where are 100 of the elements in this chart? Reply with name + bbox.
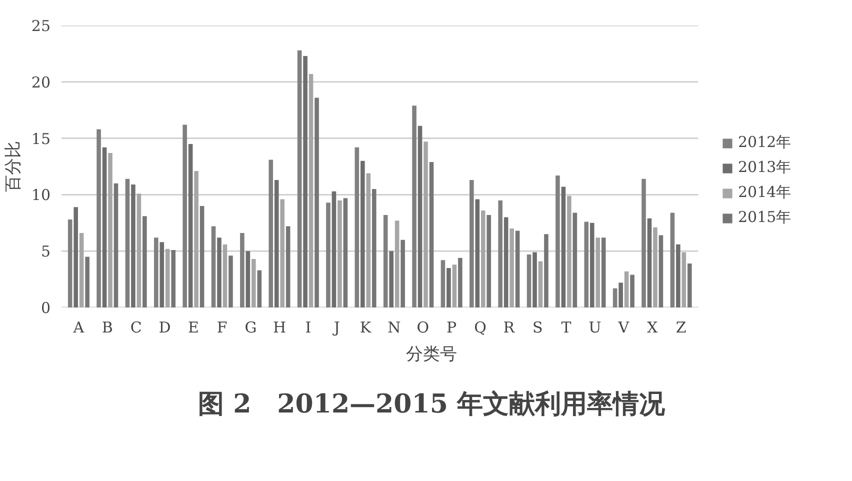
bar	[630, 274, 634, 308]
x-tick-label: J	[332, 318, 340, 336]
legend-label: 2014年	[738, 183, 792, 202]
bar	[418, 126, 422, 308]
bar	[360, 160, 365, 308]
bar	[475, 199, 480, 308]
bar	[136, 194, 142, 308]
bar	[131, 184, 136, 308]
bar	[68, 220, 72, 308]
bar	[326, 202, 330, 308]
bar	[308, 74, 314, 308]
bar	[601, 238, 606, 308]
x-tick-label: I	[305, 318, 312, 336]
bar	[280, 199, 285, 308]
bar	[114, 183, 118, 308]
bar	[642, 178, 646, 308]
bar	[584, 222, 589, 308]
bar	[394, 220, 400, 308]
bar	[561, 186, 566, 308]
bar	[257, 270, 262, 308]
x-tick-label: A	[72, 318, 84, 336]
bar	[647, 218, 652, 308]
bar	[658, 235, 664, 308]
bar	[498, 200, 502, 308]
bar	[504, 217, 508, 308]
bar	[74, 207, 78, 308]
bar	[383, 215, 388, 308]
x-tick-label: B	[102, 318, 113, 336]
bar	[429, 162, 434, 308]
x-tick-label: Q	[474, 318, 486, 336]
bar	[188, 144, 193, 308]
x-tick-label: G	[244, 318, 257, 336]
bar	[332, 191, 336, 308]
x-tick-label: X	[647, 318, 658, 336]
bar	[653, 227, 658, 308]
y-tick-label: 0	[40, 299, 51, 317]
bar	[412, 106, 416, 308]
bar	[515, 230, 520, 308]
x-tick-label: N	[388, 318, 401, 336]
x-tick-label: E	[188, 318, 199, 336]
x-tick-label: V	[617, 318, 630, 336]
x-tick-label: H	[272, 318, 286, 336]
bar	[268, 160, 274, 308]
bar	[544, 234, 548, 308]
bar	[154, 238, 158, 308]
bar	[389, 251, 394, 308]
y-axis-title: 百分比	[3, 141, 24, 192]
bar	[200, 206, 204, 308]
bar	[440, 260, 446, 308]
bar	[567, 196, 572, 308]
bar	[618, 282, 623, 308]
bar	[590, 222, 594, 308]
bar	[96, 129, 101, 308]
bar	[85, 256, 90, 308]
x-tick-label: F	[216, 318, 228, 336]
bar	[452, 264, 457, 308]
bar	[286, 226, 290, 308]
bar	[526, 254, 532, 308]
bar	[222, 244, 228, 308]
y-tick-label: 25	[31, 17, 51, 35]
bar	[194, 171, 198, 308]
bar	[510, 228, 514, 308]
bar	[480, 210, 486, 308]
x-tick-label: C	[130, 318, 142, 336]
bar	[572, 212, 578, 308]
bar	[165, 248, 170, 308]
bar	[182, 124, 187, 308]
y-tick-label: 10	[31, 186, 51, 204]
bar	[670, 212, 675, 308]
bar	[354, 147, 360, 308]
bar	[211, 226, 216, 308]
bar	[240, 233, 244, 308]
legend-label: 2015年	[738, 208, 792, 227]
bar	[676, 244, 680, 308]
bar	[246, 251, 250, 308]
bar	[624, 271, 629, 308]
bar	[297, 50, 302, 308]
x-tick-label: T	[561, 318, 572, 336]
bar	[142, 216, 147, 308]
bar	[102, 147, 107, 308]
bar	[486, 215, 492, 308]
bar	[338, 200, 342, 308]
bar	[612, 288, 618, 308]
x-tick-label: O	[416, 318, 430, 336]
bar	[217, 238, 222, 308]
y-tick-label: 20	[31, 73, 51, 92]
bar	[228, 256, 233, 308]
bar	[303, 56, 308, 308]
y-tick-label: 15	[31, 130, 51, 148]
bar	[160, 242, 164, 308]
x-axis-title: 分类号	[406, 344, 457, 364]
y-tick-label: 5	[40, 242, 51, 261]
x-tick-label: P	[446, 318, 457, 336]
bar	[274, 180, 279, 308]
bar	[687, 264, 692, 308]
bar	[400, 240, 405, 308]
bar	[314, 98, 319, 308]
x-tick-label: D	[158, 318, 171, 336]
bar	[458, 258, 462, 308]
bar	[556, 176, 560, 308]
